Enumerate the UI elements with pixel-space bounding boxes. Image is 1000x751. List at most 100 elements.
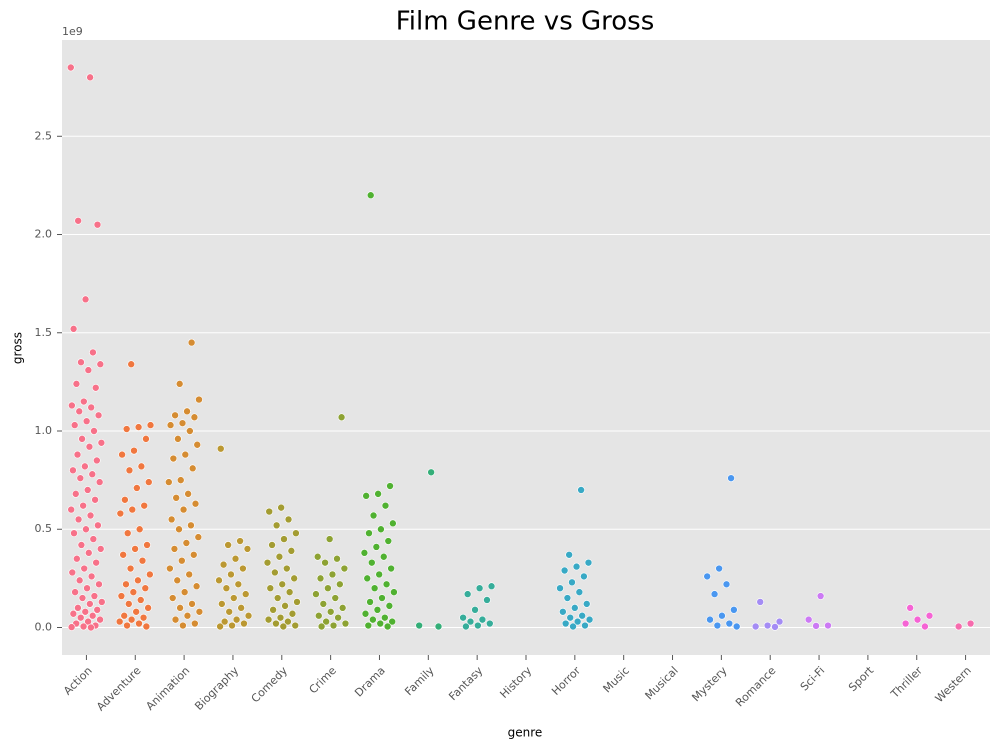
- data-point: [283, 564, 291, 573]
- data-point: [561, 619, 570, 628]
- data-point: [284, 515, 293, 524]
- data-point: [718, 611, 726, 620]
- data-point: [84, 549, 93, 557]
- data-point: [133, 484, 141, 492]
- data-point: [70, 529, 78, 537]
- data-point: [125, 466, 134, 475]
- data-point: [168, 594, 177, 602]
- data-point: [174, 435, 182, 443]
- data-point: [582, 600, 591, 608]
- data-point: [80, 397, 88, 406]
- data-point: [710, 590, 719, 598]
- data-point: [566, 613, 575, 622]
- data-point: [192, 582, 201, 591]
- data-point: [84, 366, 93, 374]
- data-point: [126, 564, 135, 573]
- data-point: [966, 619, 975, 628]
- data-point: [379, 552, 388, 561]
- data-point: [222, 584, 231, 592]
- data-point: [378, 594, 386, 602]
- data-point: [756, 598, 765, 606]
- data-point: [134, 576, 142, 585]
- data-point: [364, 621, 373, 630]
- x-tick-label: Sport: [846, 664, 877, 695]
- data-point: [276, 613, 285, 622]
- data-point: [227, 570, 235, 579]
- data-point: [81, 607, 90, 616]
- data-point: [269, 606, 277, 614]
- data-point: [584, 558, 593, 567]
- data-point: [382, 580, 391, 589]
- y-tick-label: 1.0: [35, 424, 53, 437]
- data-point: [824, 621, 832, 630]
- data-point: [559, 607, 567, 616]
- data-point: [474, 621, 482, 630]
- data-point: [459, 613, 467, 622]
- data-point: [68, 401, 76, 410]
- data-point: [78, 435, 86, 443]
- data-point: [569, 622, 577, 631]
- data-point: [385, 602, 394, 610]
- data-point: [466, 617, 475, 626]
- data-point: [219, 560, 228, 569]
- data-point: [568, 578, 576, 587]
- x-tick-label: History: [497, 664, 534, 701]
- data-point: [570, 604, 579, 612]
- data-point: [74, 604, 82, 612]
- x-tick-label: Music: [601, 664, 632, 695]
- data-point: [321, 558, 329, 567]
- data-point: [360, 549, 369, 557]
- data-point: [340, 564, 349, 573]
- data-point: [275, 552, 284, 561]
- data-point: [381, 613, 389, 622]
- data-point: [186, 427, 194, 435]
- data-point: [187, 338, 196, 347]
- chart-title: Film Genre vs Gross: [396, 7, 655, 37]
- y-axis-label: gross: [11, 332, 25, 364]
- x-tick-label: Drama: [352, 664, 387, 699]
- data-point: [277, 503, 285, 512]
- data-point: [131, 545, 139, 553]
- data-point: [563, 594, 572, 602]
- data-point: [313, 552, 322, 561]
- data-point: [115, 617, 124, 626]
- y-tick-label: 0.0: [35, 620, 53, 633]
- data-point: [135, 525, 144, 534]
- data-point: [281, 602, 289, 610]
- data-point: [87, 403, 95, 412]
- data-point: [175, 525, 183, 534]
- data-point: [77, 541, 86, 549]
- data-point: [176, 604, 184, 612]
- data-point: [324, 584, 332, 592]
- data-point: [86, 600, 94, 608]
- x-tick-label: Animation: [143, 664, 192, 713]
- data-point: [76, 474, 85, 482]
- data-point: [287, 547, 296, 555]
- data-point: [127, 360, 135, 369]
- data-point: [228, 621, 236, 630]
- data-point: [120, 611, 129, 620]
- y-tick-label: 1.5: [35, 326, 53, 339]
- data-point: [138, 556, 147, 565]
- data-point: [389, 519, 397, 528]
- x-tick-label: Horror: [549, 664, 583, 698]
- x-tick-label: Action: [61, 664, 95, 698]
- data-point: [89, 348, 97, 357]
- data-point: [901, 619, 910, 628]
- data-point: [290, 574, 298, 583]
- data-point: [471, 606, 479, 614]
- data-point: [82, 417, 91, 425]
- data-point: [415, 621, 423, 630]
- data-point: [89, 535, 98, 543]
- data-point: [136, 596, 145, 604]
- data-point: [119, 550, 127, 559]
- data-point: [463, 590, 472, 598]
- data-point: [387, 564, 395, 573]
- data-point: [91, 495, 99, 504]
- data-point: [128, 505, 137, 514]
- data-point: [81, 462, 89, 471]
- data-point: [69, 325, 78, 333]
- data-point: [229, 594, 238, 602]
- data-point: [122, 425, 131, 433]
- plot-area: [62, 40, 990, 655]
